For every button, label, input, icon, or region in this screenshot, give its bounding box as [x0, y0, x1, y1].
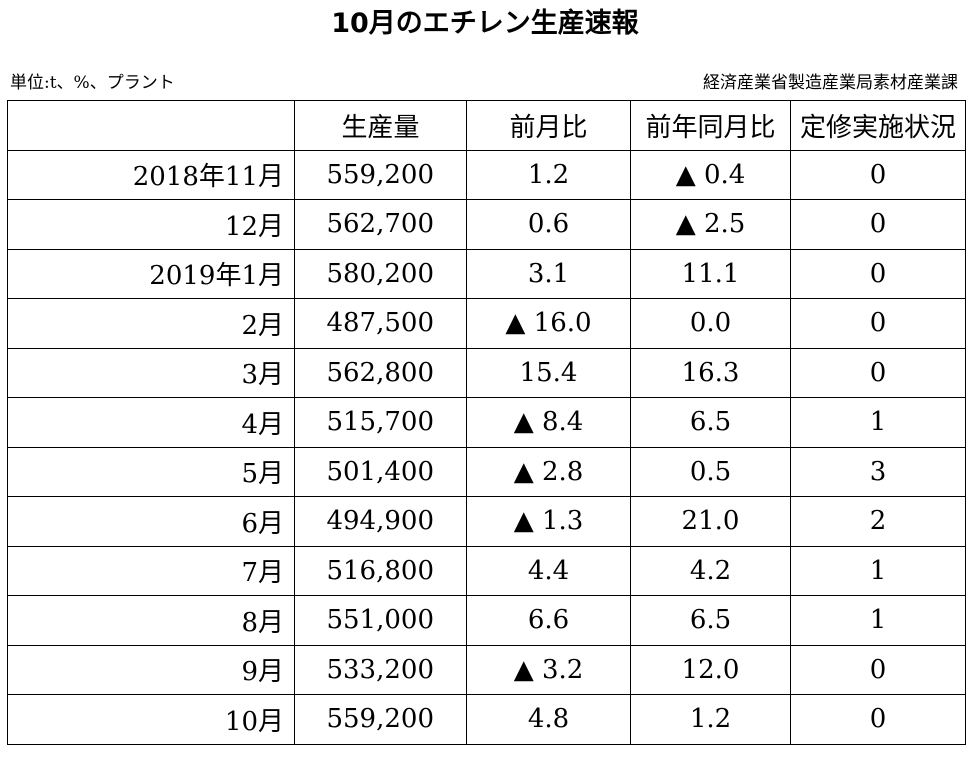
cell-period: 7月: [7, 545, 295, 596]
table-row: 12月 562,700 0.6 ▲ 2.5 0: [7, 199, 966, 250]
cell-production: 580,200: [294, 248, 467, 299]
cell-month-over-month: 4.4: [466, 545, 631, 596]
cell-production: 516,800: [294, 545, 467, 596]
cell-maintenance: 3: [790, 446, 966, 497]
cell-maintenance: 0: [790, 248, 966, 299]
cell-month-over-month: 15.4: [466, 347, 631, 398]
cell-year-over-year: 6.5: [630, 397, 791, 448]
cell-month-over-month: ▲ 16.0: [466, 298, 631, 349]
table-row: 2月 487,500 ▲ 16.0 0.0 0: [7, 298, 966, 349]
cell-maintenance: 0: [790, 644, 966, 695]
header-production: 生産量: [294, 100, 467, 151]
cell-year-over-year: 12.0: [630, 644, 791, 695]
cell-period: 10月: [7, 694, 295, 745]
cell-year-over-year: 4.2: [630, 545, 791, 596]
cell-year-over-year: 0.0: [630, 298, 791, 349]
cell-production: 559,200: [294, 149, 467, 200]
table-row: 2018年11月 559,200 1.2 ▲ 0.4 0: [7, 149, 966, 200]
cell-period: 2018年11月: [7, 149, 295, 200]
cell-maintenance: 1: [790, 545, 966, 596]
table-row: 8月 551,000 6.6 6.5 1: [7, 595, 966, 646]
cell-production: 487,500: [294, 298, 467, 349]
unit-note: 単位:t、%、プラント: [10, 73, 175, 93]
cell-period: 4月: [7, 397, 295, 448]
table-header-row: 生産量 前月比 前年同月比 定修実施状況: [7, 100, 966, 151]
cell-year-over-year: 6.5: [630, 595, 791, 646]
table-row: 9月 533,200 ▲ 3.2 12.0 0: [7, 644, 966, 695]
cell-maintenance: 0: [790, 298, 966, 349]
cell-maintenance: 2: [790, 496, 966, 547]
cell-maintenance: 0: [790, 694, 966, 745]
cell-month-over-month: ▲ 3.2: [466, 644, 631, 695]
cell-production: 501,400: [294, 446, 467, 497]
cell-year-over-year: 16.3: [630, 347, 791, 398]
cell-period: 3月: [7, 347, 295, 398]
cell-maintenance: 1: [790, 595, 966, 646]
cell-production: 562,700: [294, 199, 467, 250]
table-body: 2018年11月 559,200 1.2 ▲ 0.4 0 12月 562,700…: [7, 149, 966, 745]
cell-year-over-year: 11.1: [630, 248, 791, 299]
cell-maintenance: 1: [790, 397, 966, 448]
cell-year-over-year: 1.2: [630, 694, 791, 745]
cell-maintenance: 0: [790, 149, 966, 200]
table-row: 6月 494,900 ▲ 1.3 21.0 2: [7, 496, 966, 547]
table-row: 10月 559,200 4.8 1.2 0: [7, 694, 966, 745]
cell-month-over-month: ▲ 2.8: [466, 446, 631, 497]
table-row: 4月 515,700 ▲ 8.4 6.5 1: [7, 397, 966, 448]
cell-month-over-month: 4.8: [466, 694, 631, 745]
table-row: 5月 501,400 ▲ 2.8 0.5 3: [7, 446, 966, 497]
ethylene-production-table: 生産量 前月比 前年同月比 定修実施状況 2018年11月 559,200 1.…: [7, 100, 966, 745]
cell-year-over-year: ▲ 0.4: [630, 149, 791, 200]
cell-month-over-month: 3.1: [466, 248, 631, 299]
header-maintenance-status: 定修実施状況: [790, 100, 966, 151]
page-title: 10月のエチレン生産速報: [331, 8, 639, 39]
cell-period: 2月: [7, 298, 295, 349]
cell-period: 5月: [7, 446, 295, 497]
cell-month-over-month: ▲ 1.3: [466, 496, 631, 547]
cell-production: 551,000: [294, 595, 467, 646]
cell-production: 562,800: [294, 347, 467, 398]
cell-year-over-year: 0.5: [630, 446, 791, 497]
header-month-over-month: 前月比: [466, 100, 631, 151]
source-note: 経済産業省製造産業局素材産業課: [703, 73, 958, 93]
cell-year-over-year: ▲ 2.5: [630, 199, 791, 250]
cell-period: 12月: [7, 199, 295, 250]
cell-production: 494,900: [294, 496, 467, 547]
table-row: 3月 562,800 15.4 16.3 0: [7, 347, 966, 398]
cell-production: 515,700: [294, 397, 467, 448]
cell-month-over-month: 6.6: [466, 595, 631, 646]
cell-maintenance: 0: [790, 199, 966, 250]
cell-period: 6月: [7, 496, 295, 547]
cell-maintenance: 0: [790, 347, 966, 398]
header-period: [7, 100, 295, 151]
cell-period: 9月: [7, 644, 295, 695]
cell-month-over-month: 0.6: [466, 199, 631, 250]
table-row: 7月 516,800 4.4 4.2 1: [7, 545, 966, 596]
table-row: 2019年1月 580,200 3.1 11.1 0: [7, 248, 966, 299]
cell-month-over-month: 1.2: [466, 149, 631, 200]
cell-period: 8月: [7, 595, 295, 646]
cell-period: 2019年1月: [7, 248, 295, 299]
header-year-over-year: 前年同月比: [630, 100, 791, 151]
cell-production: 533,200: [294, 644, 467, 695]
cell-year-over-year: 21.0: [630, 496, 791, 547]
cell-month-over-month: ▲ 8.4: [466, 397, 631, 448]
cell-production: 559,200: [294, 694, 467, 745]
